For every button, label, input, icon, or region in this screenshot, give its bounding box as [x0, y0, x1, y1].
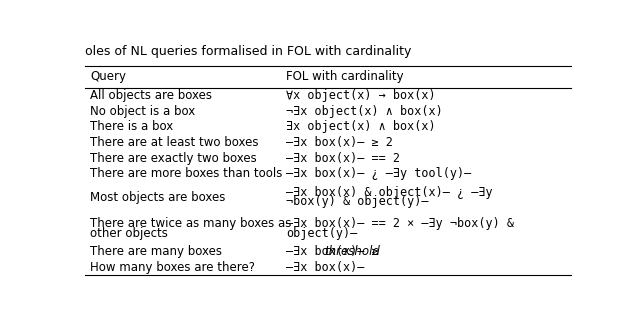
Text: There are at least two boxes: There are at least two boxes — [90, 136, 259, 149]
Text: oles of NL queries formalised in FOL with cardinality: oles of NL queries formalised in FOL wit… — [85, 45, 412, 58]
Text: object(y)–: object(y)– — [286, 227, 357, 240]
Text: No object is a box: No object is a box — [90, 105, 195, 118]
Text: –∃x box(x)– ≥ 2: –∃x box(x)– ≥ 2 — [286, 136, 393, 149]
Text: other objects: other objects — [90, 227, 168, 240]
Text: All objects are boxes: All objects are boxes — [90, 89, 212, 102]
Text: There are many boxes: There are many boxes — [90, 245, 222, 258]
Text: –∃x box(x)– ¿ –∃y tool(y)–: –∃x box(x)– ¿ –∃y tool(y)– — [286, 167, 471, 180]
Text: –∃x box(x)–: –∃x box(x)– — [286, 261, 364, 274]
Text: threshold: threshold — [324, 245, 381, 258]
Text: ¬∃x object(x) ∧ box(x): ¬∃x object(x) ∧ box(x) — [286, 105, 443, 118]
Text: ¬box(y) & object(y)–: ¬box(y) & object(y)– — [286, 195, 428, 208]
Text: –∃x box(x)– ≥: –∃x box(x)– ≥ — [286, 245, 385, 258]
Text: ∀x object(x) → box(x): ∀x object(x) → box(x) — [286, 89, 435, 102]
Text: Most objects are boxes: Most objects are boxes — [90, 191, 225, 204]
Text: There are exactly two boxes: There are exactly two boxes — [90, 152, 257, 165]
Text: –∃x box(x)– == 2 × –∃y ¬box(y) &: –∃x box(x)– == 2 × –∃y ¬box(y) & — [286, 217, 514, 230]
Text: –∃x box(x)– == 2: –∃x box(x)– == 2 — [286, 152, 400, 165]
Text: How many boxes are there?: How many boxes are there? — [90, 261, 255, 274]
Text: FOL with cardinality: FOL with cardinality — [286, 70, 403, 83]
Text: Query: Query — [90, 70, 126, 83]
Text: ∃x object(x) ∧ box(x): ∃x object(x) ∧ box(x) — [286, 120, 435, 133]
Text: There are more boxes than tools: There are more boxes than tools — [90, 167, 282, 180]
Text: There is a box: There is a box — [90, 120, 173, 133]
Text: –∃x box(x) & object(x)– ¿ –∃y: –∃x box(x) & object(x)– ¿ –∃y — [286, 186, 492, 199]
Text: There are twice as many boxes as: There are twice as many boxes as — [90, 217, 291, 230]
